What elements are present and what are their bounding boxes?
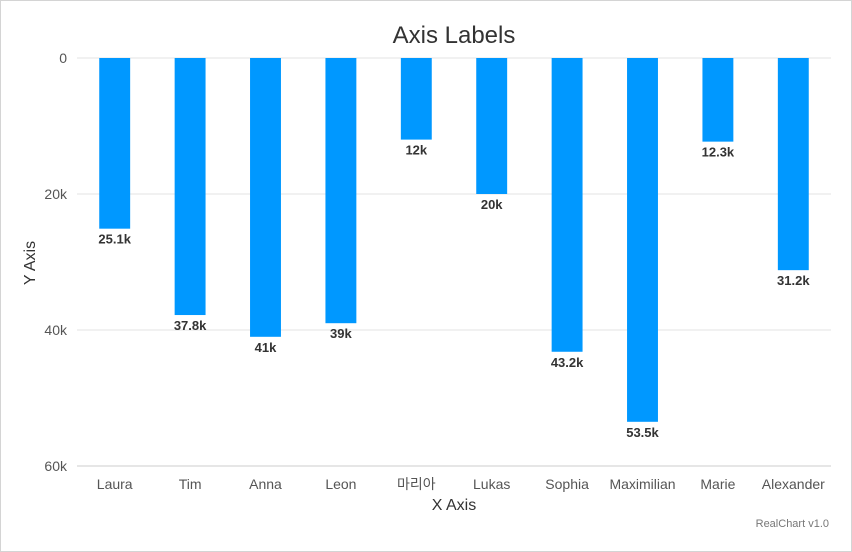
bar[interactable] [777, 58, 809, 271]
bar[interactable] [476, 58, 508, 194]
data-label: 25.1k [98, 232, 131, 247]
data-label: 31.2k [777, 273, 810, 288]
y-axis-ticks: 0 20k 40k 60k [44, 50, 68, 474]
data-labels: 25.1k 37.8k 41k 39k 12k 20k 43.2k 53.5k 12.3k 31.… [98, 143, 810, 440]
data-label: 12.3k [702, 145, 735, 160]
y-axis-title: Y Axis [22, 241, 39, 285]
x-tick-label: Anna [249, 476, 282, 492]
data-label: 12k [405, 143, 427, 158]
credit-label: RealChart v1.0 [756, 518, 829, 530]
bar[interactable] [702, 58, 734, 142]
data-label: 39k [330, 326, 352, 341]
bars [99, 58, 809, 422]
data-label: 20k [481, 197, 503, 212]
bar[interactable] [325, 58, 357, 324]
x-axis-ticks: Laura Tim Anna Leon 마리아 Lukas Sophia Maximilian… [97, 476, 825, 492]
x-tick-label: Maximilian [609, 476, 675, 492]
x-tick-label: Alexander [762, 476, 825, 492]
data-label: 43.2k [551, 355, 584, 370]
chart-title: Axis Labels [393, 22, 516, 49]
y-tick-label: 20k [44, 186, 68, 202]
x-tick-label: Leon [325, 476, 356, 492]
data-label: 53.5k [626, 425, 659, 440]
bar[interactable] [250, 58, 281, 337]
bar[interactable] [551, 58, 583, 352]
x-tick-label: Sophia [545, 476, 589, 492]
y-tick-label: 0 [59, 50, 67, 66]
x-axis-title: X Axis [432, 497, 476, 514]
bar[interactable] [627, 58, 658, 422]
x-tick-label: Lukas [473, 476, 510, 492]
bar[interactable] [400, 58, 432, 140]
x-tick-label: Tim [179, 476, 202, 492]
data-label: 37.8k [174, 318, 207, 333]
x-tick-label: Laura [97, 476, 133, 492]
bar[interactable] [174, 58, 206, 316]
data-label: 41k [255, 340, 277, 355]
x-tick-label: 마리아 [397, 476, 436, 492]
bar[interactable] [99, 58, 131, 229]
x-tick-label: Marie [700, 476, 735, 492]
y-tick-label: 40k [44, 322, 68, 338]
y-tick-label: 60k [44, 458, 68, 474]
